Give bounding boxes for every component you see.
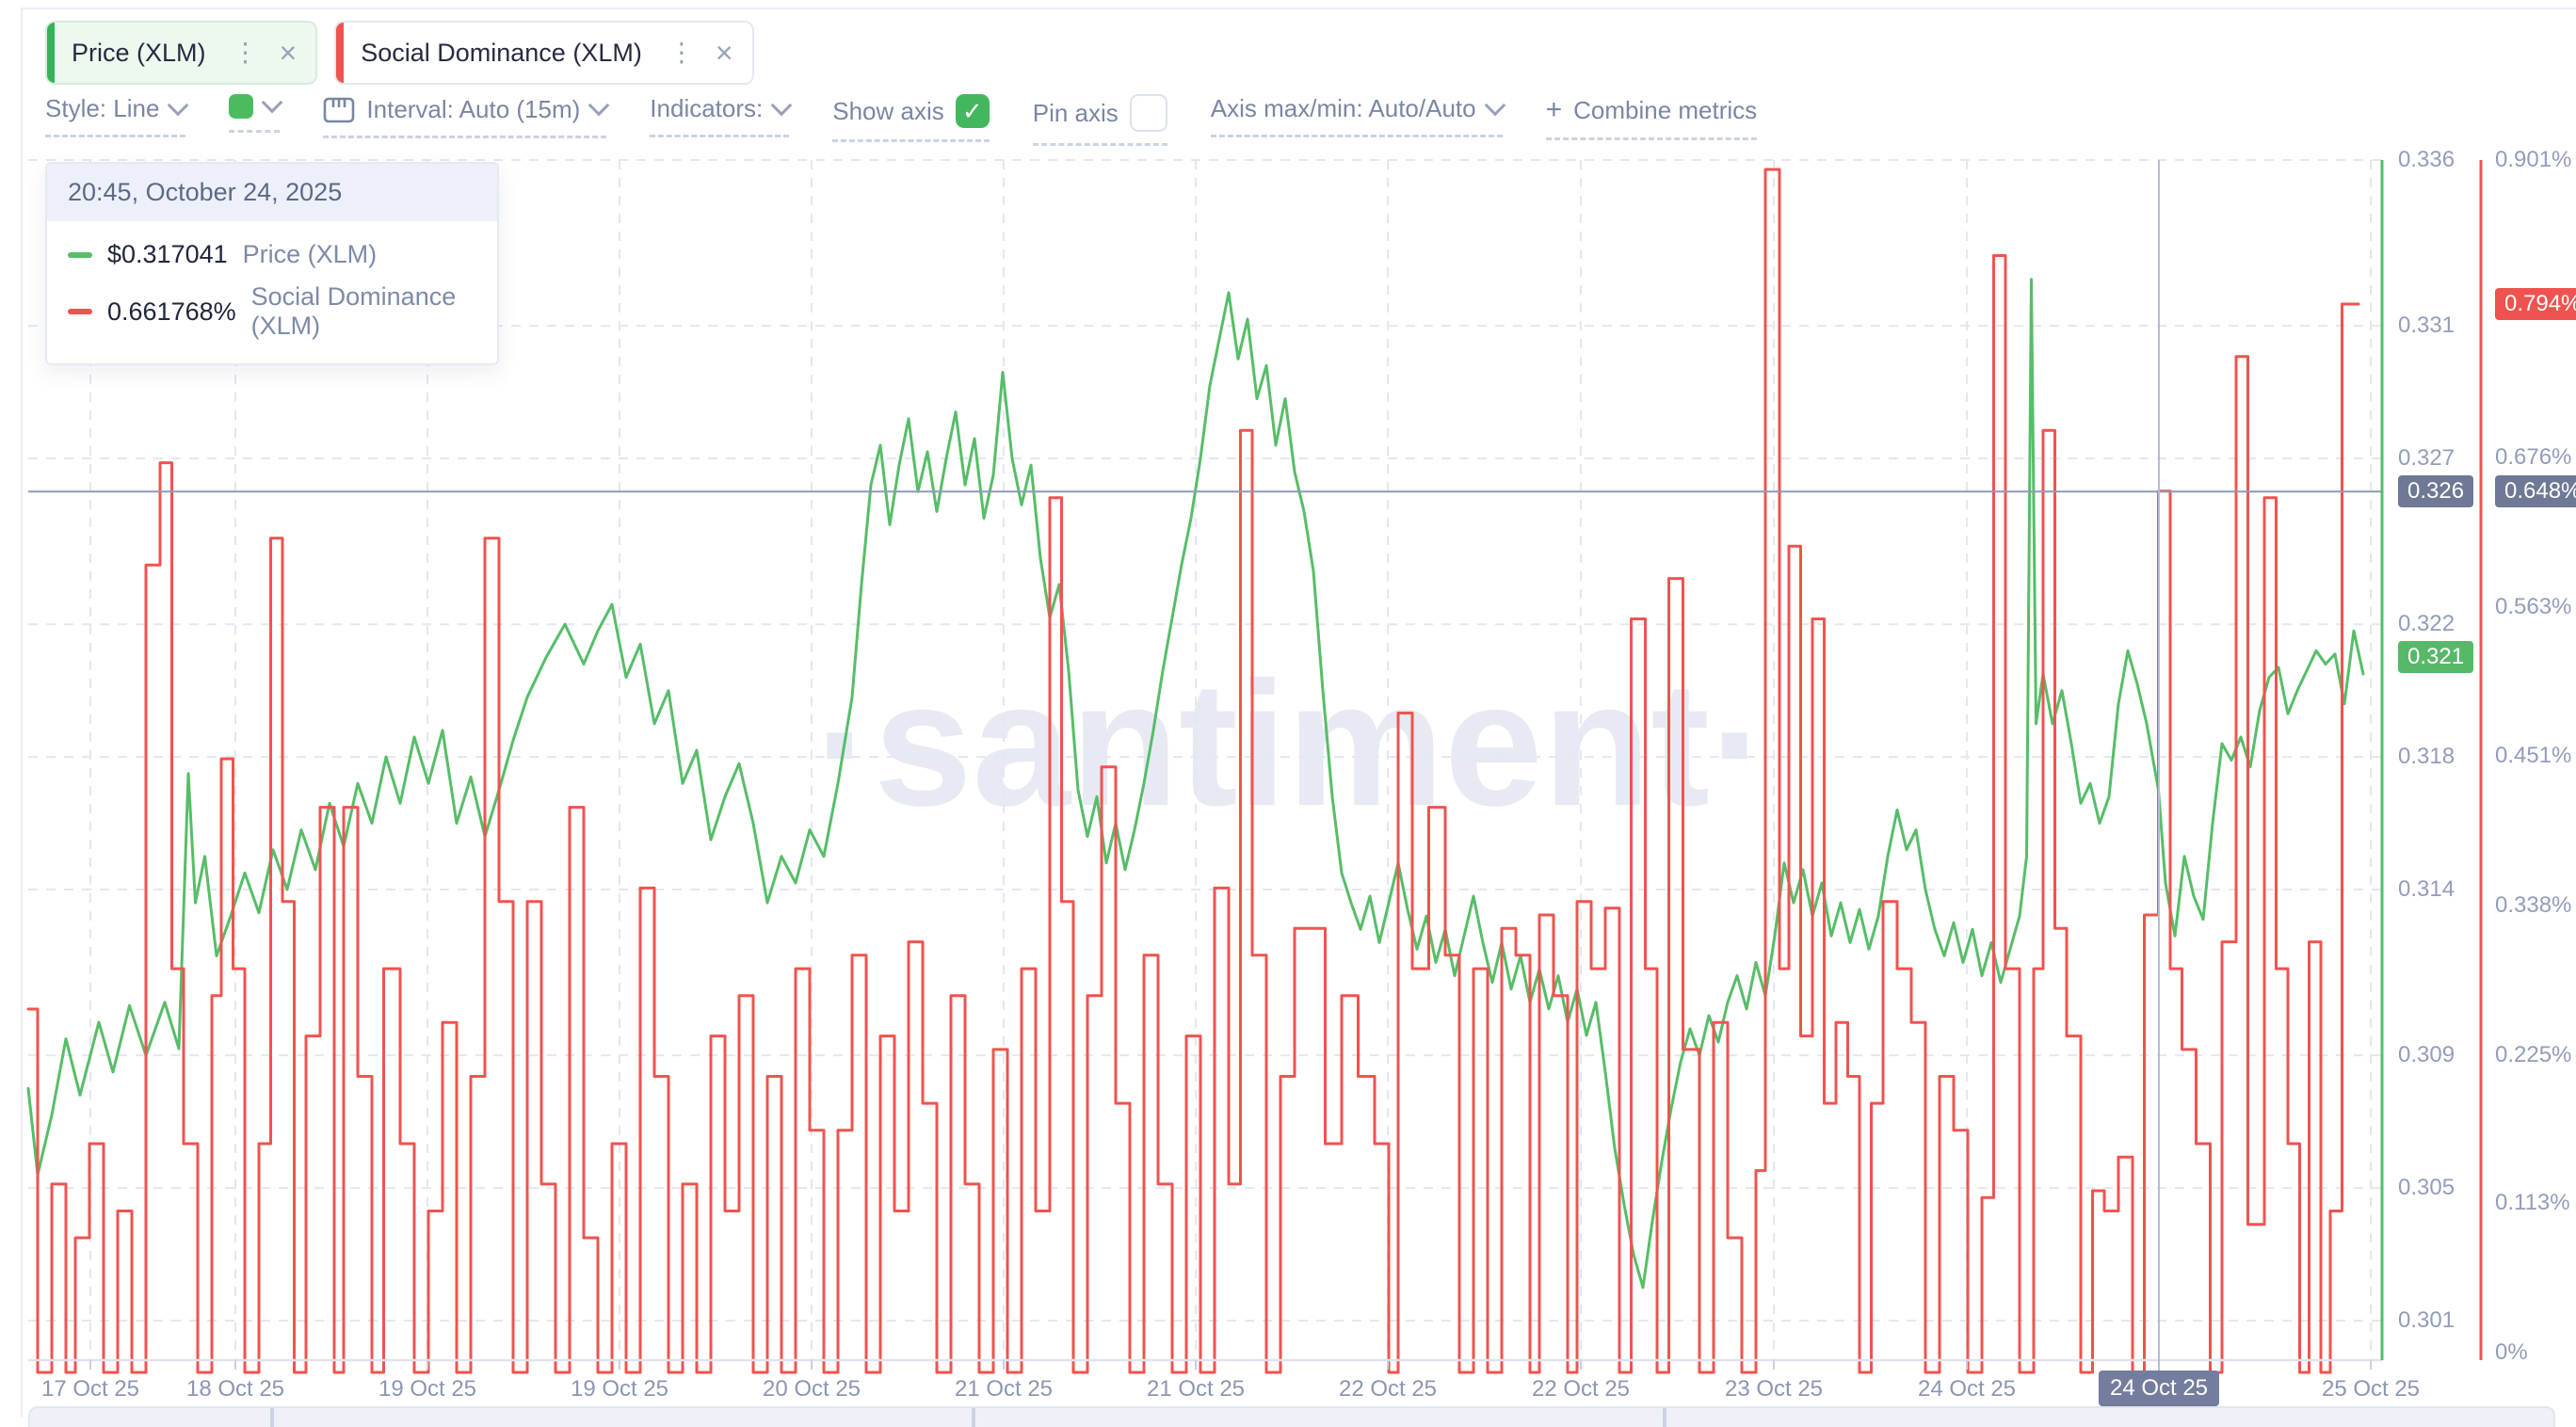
style-dropdown[interactable]: Style: Line — [45, 94, 189, 137]
pin-axis-toggle[interactable]: Pin axis — [1032, 94, 1167, 146]
combine-metrics-button[interactable]: + Combine metrics — [1545, 94, 1758, 140]
preview-strip-divider[interactable] — [269, 1408, 274, 1427]
series-line-social-dominance — [26, 168, 2360, 1374]
social-series-dash-icon — [68, 309, 92, 314]
plus-icon: + — [1545, 94, 1563, 125]
chart-toolbar: Style: Line Interval: Auto (15m) Indicat… — [45, 91, 1758, 146]
metric-color-swatch — [229, 94, 254, 119]
interval-ruler-icon — [324, 97, 355, 123]
tooltip-social-value: 0.661768% — [107, 297, 236, 326]
timeline-preview-strip[interactable] — [28, 1406, 2555, 1427]
axis-maxmin-dropdown[interactable]: Axis max/min: Auto/Auto — [1210, 94, 1505, 137]
combine-metrics-label: Combine metrics — [1573, 95, 1758, 124]
tooltip-social-label: Social Dominance (XLM) — [250, 282, 457, 340]
tab-social-accent-bar — [336, 23, 345, 83]
axis-maxmin-label: Axis max/min: Auto/Auto — [1210, 94, 1476, 122]
pin-axis-checkbox[interactable] — [1129, 94, 1167, 132]
preview-strip-divider[interactable] — [1662, 1408, 1666, 1427]
chevron-down-icon — [1484, 94, 1505, 116]
preview-strip-divider[interactable] — [971, 1408, 975, 1427]
metric-tab-bar: Price (XLM) ⋮ × Social Dominance (XLM) ⋮… — [45, 21, 754, 85]
pin-axis-label: Pin axis — [1032, 98, 1119, 127]
tab-social-label: Social Dominance (XLM) — [361, 38, 642, 67]
santiment-watermark: ·santiment· — [814, 645, 1769, 842]
indicators-dropdown[interactable]: Indicators: — [650, 94, 793, 137]
panel-left-border — [21, 8, 23, 1418]
tab-social-dominance-xlm[interactable]: Social Dominance (XLM) ⋮ × — [334, 21, 754, 85]
chevron-down-icon — [262, 91, 283, 114]
panel-top-border — [21, 8, 2576, 9]
show-axis-checkbox[interactable]: ✓ — [955, 94, 990, 128]
series-line-price — [26, 278, 2365, 1290]
kebab-menu-icon[interactable]: ⋮ — [668, 38, 695, 67]
indicators-dropdown-label: Indicators: — [650, 94, 764, 122]
tooltip-price-label: Price (XLM) — [242, 240, 378, 268]
tab-price-label: Price (XLM) — [72, 38, 206, 67]
tab-price-accent-bar — [47, 23, 55, 83]
chevron-down-icon — [770, 94, 793, 116]
tooltip-timestamp: 20:45, October 24, 2025 — [47, 164, 497, 221]
price-series-dash-icon — [68, 251, 92, 258]
interval-dropdown[interactable]: Interval: Auto (15m) — [323, 94, 610, 138]
chevron-down-icon — [588, 94, 610, 117]
chevron-down-icon — [168, 94, 189, 116]
tab-price-xlm[interactable]: Price (XLM) ⋮ × — [45, 21, 318, 85]
tooltip-row-price: $0.317041 Price (XLM) — [68, 240, 476, 269]
tooltip-price-value: $0.317041 — [107, 240, 228, 268]
show-axis-label: Show axis — [832, 96, 944, 125]
kebab-menu-icon[interactable]: ⋮ — [232, 38, 259, 67]
tooltip-body: $0.317041 Price (XLM) 0.661768% Social D… — [47, 221, 497, 363]
style-dropdown-label: Style: Line — [45, 94, 160, 122]
close-icon[interactable]: × — [715, 36, 733, 70]
interval-dropdown-label: Interval: Auto (15m) — [366, 94, 581, 123]
tooltip-row-social-dominance: 0.661768% Social Dominance (XLM) — [68, 282, 476, 341]
crosshair-tooltip: 20:45, October 24, 2025 $0.317041 Price … — [45, 162, 499, 365]
color-swatch-dropdown[interactable] — [229, 91, 283, 133]
close-icon[interactable]: × — [279, 36, 298, 70]
show-axis-toggle[interactable]: Show axis ✓ — [832, 94, 990, 142]
